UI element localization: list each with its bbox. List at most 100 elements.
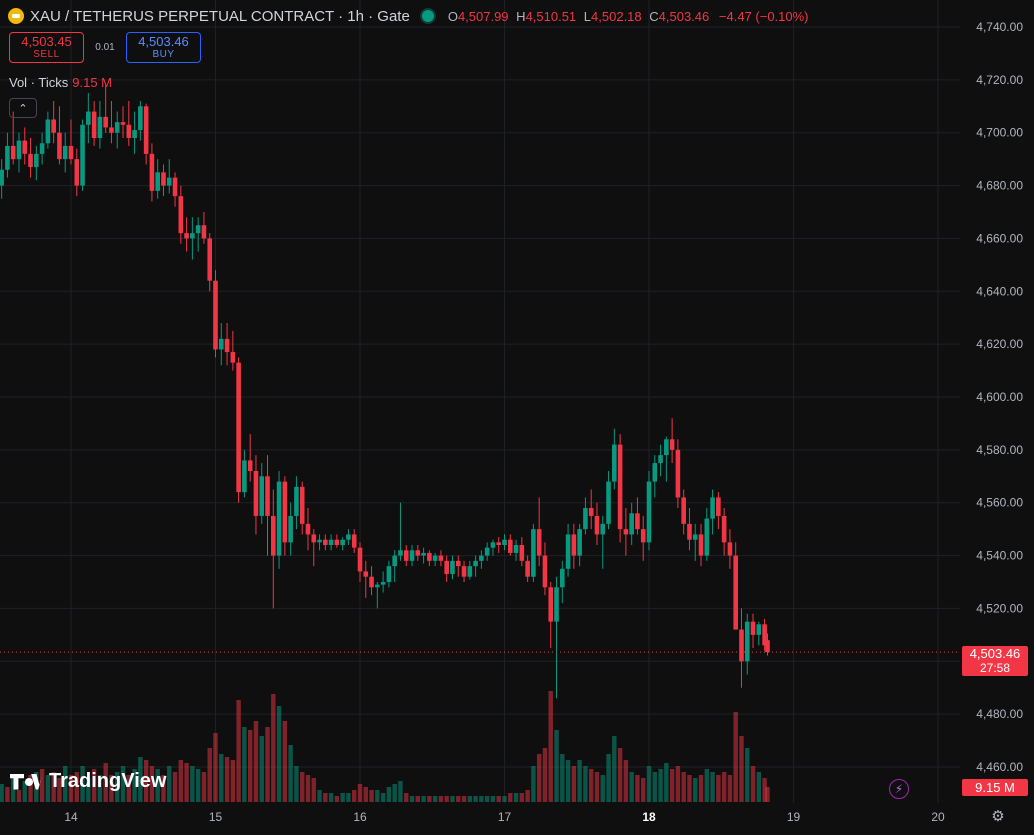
price-tick-label: 4,540.00 (976, 549, 1023, 563)
volume-bar (109, 775, 114, 802)
volume-bar (207, 748, 212, 802)
volume-bar (721, 772, 727, 802)
candle-body (588, 508, 594, 516)
volume-bar (242, 727, 247, 802)
candle-body (484, 547, 490, 556)
candle (583, 497, 588, 535)
candle-body (68, 145, 74, 160)
candle-body (571, 534, 577, 556)
price-tick-label: 4,740.00 (976, 20, 1023, 34)
volume-bar (693, 778, 698, 802)
candle-body (80, 124, 85, 186)
candle-body (398, 550, 403, 556)
volume-bar (456, 796, 461, 802)
volume-bar (155, 769, 160, 802)
volume-bar (490, 796, 496, 802)
time-tick-label: 20 (931, 810, 945, 824)
volume-bar (294, 766, 299, 802)
volume-bar (253, 721, 259, 802)
candle (195, 217, 201, 252)
buy-button[interactable]: 4,503.46 BUY (126, 32, 201, 63)
volume-bar (658, 769, 663, 802)
candle (617, 434, 623, 543)
candle-body (716, 497, 721, 516)
candle-body (554, 587, 559, 622)
candle (692, 523, 698, 561)
candle-body (51, 119, 56, 133)
candle-body (565, 534, 571, 569)
candle (444, 555, 449, 582)
price-tick-label: 4,600.00 (976, 390, 1023, 404)
volume-bar (276, 706, 282, 802)
lightning-icon[interactable]: ⚡ (889, 779, 909, 799)
candle (317, 534, 322, 551)
collapse-legend-button[interactable]: ⌃ (9, 98, 37, 118)
volume-bar (167, 766, 172, 802)
candle-body (57, 132, 62, 160)
candle-body (403, 550, 409, 561)
volume-bar (16, 790, 22, 802)
candle (594, 502, 600, 545)
candle-body (357, 547, 363, 572)
candle-body (513, 545, 519, 553)
volume-bar (178, 760, 184, 802)
candle-body (652, 463, 658, 482)
candle (652, 455, 658, 498)
price-tick-label: 4,680.00 (976, 179, 1023, 193)
candle-body (432, 555, 438, 561)
candle (733, 542, 738, 630)
candle (432, 552, 438, 567)
volume-bar (126, 775, 131, 802)
candle-body (86, 111, 91, 125)
candle (132, 111, 137, 154)
volume-bar (357, 784, 363, 802)
time-tick-label: 19 (787, 810, 801, 824)
candle-body (531, 529, 536, 577)
candle-body (739, 629, 744, 662)
gear-icon[interactable]: ⚙ (991, 808, 1005, 825)
volume-bar (236, 700, 241, 802)
candle (10, 111, 16, 165)
candle (242, 449, 247, 498)
last-price-value: 4,503.46 (969, 646, 1021, 661)
volume-bar (305, 775, 311, 802)
candle (727, 529, 733, 569)
volume-bar (467, 796, 473, 802)
candle-body (195, 225, 201, 234)
candle-body (612, 444, 617, 482)
volume-bar (334, 796, 340, 802)
volume-bar (635, 775, 640, 802)
candle-body (473, 560, 478, 567)
volume-bar (80, 766, 85, 802)
price-tick-label: 4,520.00 (976, 601, 1023, 615)
candle (5, 132, 10, 178)
tradingview-logo[interactable]: TradingView (10, 770, 166, 793)
candle (698, 523, 704, 567)
candle (120, 106, 126, 138)
candle-body (242, 460, 247, 493)
candle-body (178, 196, 184, 234)
candle (756, 621, 762, 646)
volume-bar (300, 772, 305, 802)
volume-bar (606, 754, 611, 802)
volume-bar (583, 766, 588, 802)
candle (0, 159, 4, 199)
symbol-title[interactable]: XAU / TETHERUS PERPETUAL CONTRACT · 1h ·… (30, 7, 410, 25)
candle (664, 436, 669, 482)
volume-bar (473, 796, 478, 802)
volume-bar (415, 796, 420, 802)
candle (403, 545, 409, 567)
time-tick-label: 14 (64, 810, 78, 824)
candle-body (479, 555, 484, 561)
sell-button[interactable]: 4,503.45 SELL (9, 32, 84, 63)
candle-body (22, 140, 28, 154)
candle (496, 537, 502, 553)
volume-legend[interactable]: Vol · Ticks 9.15 M (9, 75, 112, 90)
volume-bar (617, 748, 623, 802)
candle (681, 489, 686, 535)
volume-bar (750, 766, 756, 802)
candle (744, 613, 750, 675)
price-tick-label: 4,580.00 (976, 443, 1023, 457)
candle (351, 529, 357, 553)
